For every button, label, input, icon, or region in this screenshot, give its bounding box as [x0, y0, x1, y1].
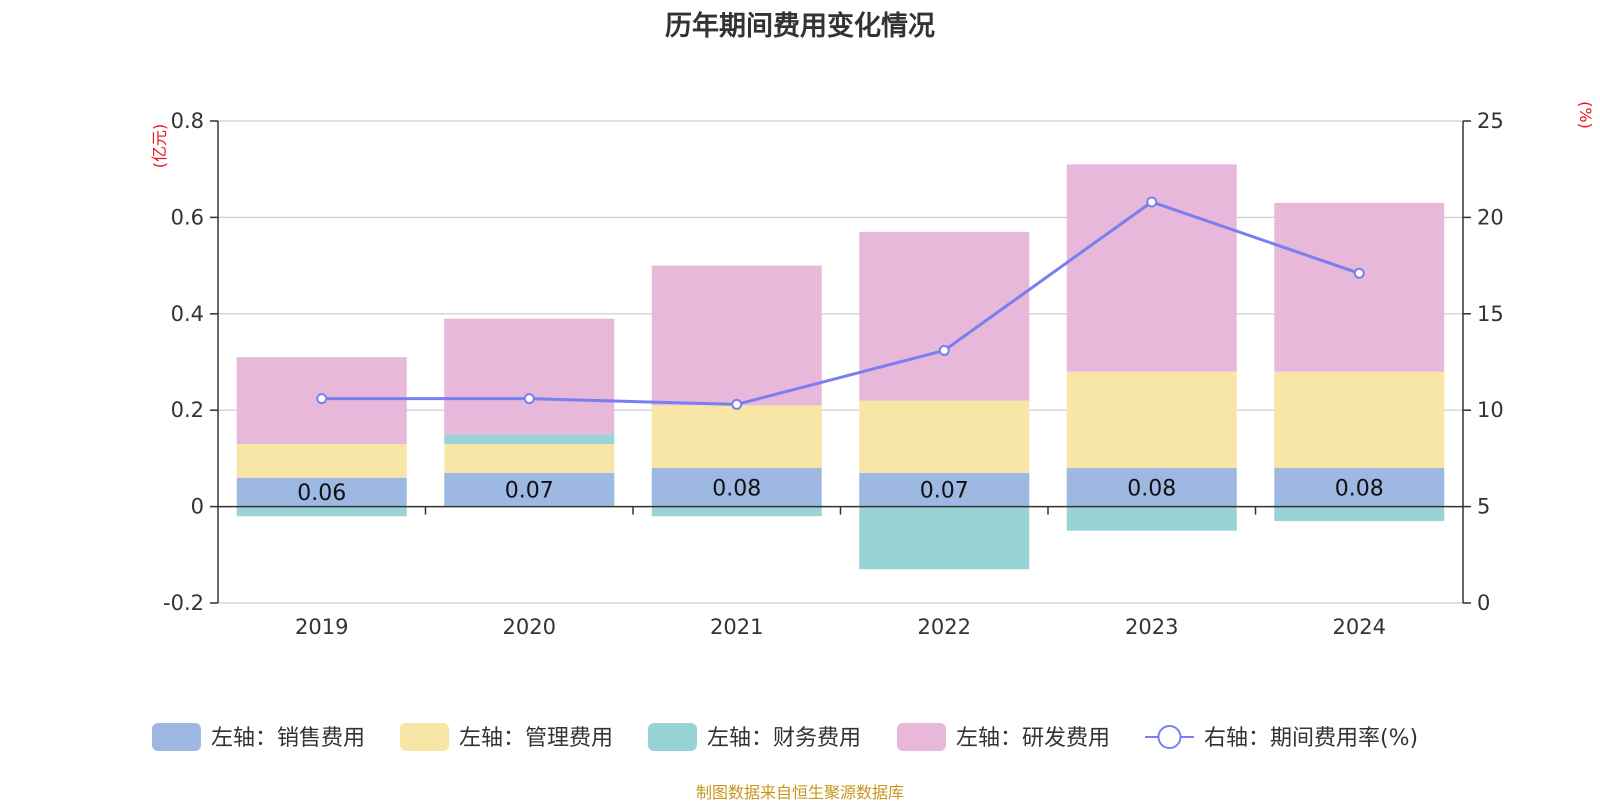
- bar-segment: [1274, 371, 1445, 469]
- x-tick-label: 2022: [918, 615, 971, 639]
- chart-title: 历年期间费用变化情况: [665, 11, 935, 42]
- x-tick-label: 2019: [295, 615, 348, 639]
- legend-label: 左轴：研发费用: [956, 726, 1110, 751]
- right-axis-unit: (%): [1576, 101, 1595, 129]
- rate-point: [523, 393, 535, 405]
- x-tick-label: 2023: [1125, 615, 1178, 639]
- x-tick-label: 2024: [1333, 615, 1386, 639]
- bar-segment: [444, 434, 615, 444]
- left-tick-label: 0.6: [171, 205, 204, 229]
- x-tick-label: 2020: [503, 615, 556, 639]
- rate-line: [321, 200, 1360, 406]
- bar-segment: [444, 472, 615, 507]
- bar-segment: [859, 506, 1030, 570]
- bar-segment: [236, 443, 407, 478]
- legend-swatch: [400, 723, 449, 751]
- bar-segment: [1066, 506, 1237, 531]
- bar-segment: [651, 468, 822, 507]
- legend: 左轴：销售费用 左轴：管理费用 左轴：财务费用 左轴：研发费用 右轴：期间费用率(%): [152, 723, 1418, 751]
- bar-value-label: 0.08: [712, 476, 761, 501]
- left-tick-label: -0.2: [163, 591, 204, 615]
- right-tick-label: 0: [1477, 591, 1490, 615]
- left-axis-unit: (亿元): [150, 124, 169, 169]
- bar-segment: [859, 231, 1030, 401]
- right-tick-label: 10: [1477, 398, 1504, 422]
- rate-point: [1146, 196, 1158, 208]
- bar-value-label: 0.06: [297, 481, 346, 506]
- bar-segment: [444, 318, 615, 435]
- bar-segment: [651, 265, 822, 406]
- legend-swatch: [897, 723, 946, 751]
- legend-marker: [1157, 725, 1182, 749]
- legend-swatch: [648, 723, 697, 751]
- bar-segment: [651, 506, 822, 517]
- left-tick-label: 0.4: [171, 302, 204, 326]
- legend-swatch: [152, 723, 201, 751]
- bar-segment: [1066, 164, 1237, 372]
- bar-segment: [1066, 371, 1237, 469]
- source-note: 制图数据来自恒生聚源数据库: [695, 783, 904, 802]
- x-tick-label: 2021: [710, 615, 763, 639]
- legend-label: 左轴：财务费用: [707, 726, 861, 751]
- bar-segment: [1274, 468, 1445, 507]
- legend-label: 右轴：期间费用率(%): [1204, 726, 1418, 751]
- bar-value-label: 0.08: [1335, 476, 1384, 501]
- bar-value-label: 0.07: [920, 479, 969, 504]
- bar-segment: [651, 405, 822, 469]
- rate-point: [938, 344, 950, 356]
- bar-segment: [1274, 506, 1445, 522]
- line-layer: [316, 196, 1365, 410]
- left-tick-label: 0.2: [171, 398, 204, 422]
- bar-segment: [236, 506, 407, 517]
- bar-segment: [859, 400, 1030, 473]
- grid-layer: [218, 120, 1463, 604]
- bar-value-label: 0.07: [505, 479, 554, 504]
- bar-segment: [859, 472, 1030, 507]
- legend-label: 左轴：管理费用: [459, 726, 613, 751]
- rate-point: [316, 393, 328, 405]
- legend-label: 左轴：销售费用: [211, 726, 365, 751]
- bar-segment: [444, 443, 615, 473]
- right-tick-label: 25: [1477, 109, 1504, 133]
- left-tick-label: 0: [191, 495, 204, 519]
- right-tick-label: 20: [1477, 205, 1504, 229]
- bar-segment: [1274, 202, 1445, 372]
- label-layer: 0.06 0.07 0.08 0.07 0.08 0.08: [297, 476, 1383, 506]
- right-tick-label: 5: [1477, 495, 1490, 519]
- axis-layer: 0.8 0.6 0.4 0.2 0 -0.2 25 20 15 10 5 0 (亿元) (%) 2019 20…: [150, 101, 1595, 639]
- bar-layer: [236, 164, 1445, 570]
- bar-segment: [1066, 468, 1237, 507]
- left-tick-label: 0.8: [171, 109, 204, 133]
- bar-segment: [236, 477, 407, 507]
- right-tick-label: 15: [1477, 302, 1504, 326]
- rate-point: [1353, 267, 1365, 279]
- bar-value-label: 0.08: [1127, 476, 1176, 501]
- rate-point: [731, 398, 743, 410]
